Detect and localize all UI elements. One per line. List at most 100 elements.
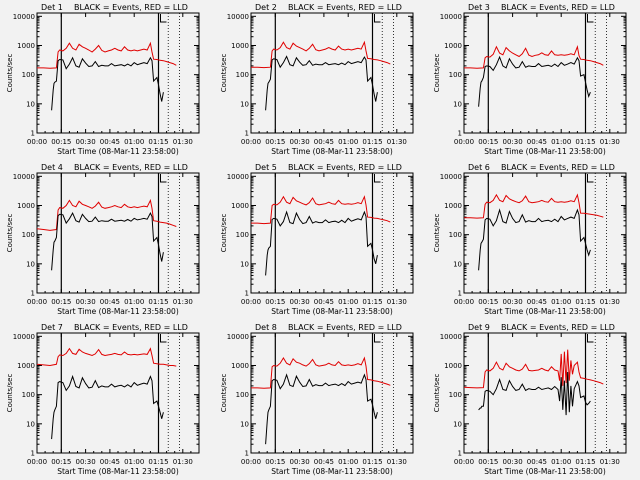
events-series-line <box>478 371 591 416</box>
panel-title: Det 6 <box>468 163 490 172</box>
y-tick-label: 1 <box>458 450 462 458</box>
y-tick-label: 1 <box>245 130 249 138</box>
y-tick-label: 1000 <box>444 202 462 210</box>
y-tick-label: 100 <box>449 71 462 79</box>
y-tick-label: 1000 <box>231 202 249 210</box>
panel-title: Det 8 <box>255 323 277 332</box>
y-tick-label: 10 <box>453 260 462 268</box>
x-tick-label: 00:00 <box>27 458 47 466</box>
y-tick-label: 10 <box>26 100 35 108</box>
events-series-line <box>51 211 164 271</box>
y-tick-label: 10000 <box>227 13 249 21</box>
lld-series-line <box>464 45 604 69</box>
lld-series-line <box>36 347 177 367</box>
lld-series-line <box>36 198 177 231</box>
x-tick-label: 00:45 <box>527 138 547 146</box>
x-tick-label: 00:45 <box>100 138 120 146</box>
x-tick-label: 01:00 <box>124 458 144 466</box>
y-tick-label: 1 <box>458 290 462 298</box>
detector-panel: 00:00 00:15 00:30 00:45 01:00 01:15 01:30 1 10 10… <box>6 323 200 476</box>
y-tick-label: 10 <box>26 420 35 428</box>
y-axis-label: Counts/sec <box>433 214 441 253</box>
x-axis-label: Start Time (08-Mar-11 23:58:00) <box>484 307 606 316</box>
events-series-line <box>265 55 378 111</box>
lld-series-line <box>251 356 391 389</box>
y-axis-label: Counts/sec <box>433 54 441 93</box>
x-tick-label: 00:30 <box>76 138 96 146</box>
x-tick-label: 01:30 <box>600 298 620 306</box>
x-tick-label: 00:45 <box>314 458 334 466</box>
y-tick-label: 100 <box>449 391 462 399</box>
panel-title-legend: BLACK = Events, RED = LLD <box>288 323 402 332</box>
x-tick-label: 00:45 <box>100 298 120 306</box>
x-tick-label: 01:30 <box>387 298 407 306</box>
x-tick-label: 00:30 <box>503 138 523 146</box>
marker-bracket <box>160 14 167 23</box>
x-tick-label: 01:15 <box>362 458 382 466</box>
y-tick-label: 10000 <box>13 13 35 21</box>
y-tick-label: 1000 <box>231 42 249 50</box>
y-tick-label: 10 <box>26 260 35 268</box>
panel-title: Det 7 <box>41 323 63 332</box>
x-tick-label: 00:15 <box>265 458 285 466</box>
marker-bracket <box>374 334 381 343</box>
x-tick-label: 01:30 <box>173 138 193 146</box>
panel-title: Det 9 <box>468 323 490 332</box>
events-series-line <box>51 374 164 440</box>
x-tick-label: 01:00 <box>551 138 571 146</box>
y-tick-label: 10000 <box>13 333 35 341</box>
y-tick-label: 100 <box>236 71 249 79</box>
x-tick-label: 01:15 <box>148 138 168 146</box>
events-series-line <box>478 208 591 271</box>
marker-bracket <box>587 334 594 343</box>
detector-panel: 00:00 00:15 00:30 00:45 01:00 01:15 01:30 1 10 10… <box>220 3 414 156</box>
x-tick-label: 01:00 <box>338 298 358 306</box>
y-axis-label: Counts/sec <box>220 54 228 93</box>
y-tick-label: 1000 <box>231 362 249 370</box>
panel-title-legend: BLACK = Events, RED = LLD <box>501 163 615 172</box>
panel-title-legend: BLACK = Events, RED = LLD <box>74 3 188 12</box>
x-tick-label: 00:15 <box>51 458 71 466</box>
x-tick-label: 00:15 <box>478 458 498 466</box>
x-tick-label: 00:00 <box>454 458 474 466</box>
y-tick-label: 10000 <box>440 333 462 341</box>
x-tick-label: 00:00 <box>454 298 474 306</box>
x-axis-label: Start Time (08-Mar-11 23:58:00) <box>57 147 179 156</box>
y-tick-label: 10 <box>453 420 462 428</box>
y-tick-label: 1000 <box>444 362 462 370</box>
x-tick-label: 00:15 <box>478 138 498 146</box>
y-tick-label: 1 <box>245 450 249 458</box>
y-tick-label: 1 <box>31 290 35 298</box>
x-tick-label: 00:30 <box>290 298 310 306</box>
y-axis-label: Counts/sec <box>220 214 228 253</box>
lld-series-line <box>251 40 391 69</box>
x-tick-label: 00:00 <box>27 298 47 306</box>
y-tick-label: 100 <box>236 391 249 399</box>
y-tick-label: 100 <box>22 71 35 79</box>
y-tick-label: 10 <box>240 260 249 268</box>
panel-title-legend: BLACK = Events, RED = LLD <box>288 3 402 12</box>
lld-series-line <box>37 41 177 69</box>
x-tick-label: 01:30 <box>600 458 620 466</box>
y-tick-label: 1 <box>245 290 249 298</box>
x-tick-label: 00:15 <box>265 138 285 146</box>
detector-panel: 00:00 00:15 00:30 00:45 01:00 01:15 01:30 1 10 10… <box>6 3 200 156</box>
x-tick-label: 01:15 <box>575 458 595 466</box>
panel-title-legend: BLACK = Events, RED = LLD <box>74 163 188 172</box>
panel-title: Det 4 <box>41 163 63 172</box>
x-tick-label: 01:15 <box>148 458 168 466</box>
x-tick-label: 01:00 <box>338 138 358 146</box>
y-tick-label: 10000 <box>227 173 249 181</box>
y-tick-label: 1000 <box>17 362 35 370</box>
y-tick-label: 1000 <box>17 42 35 50</box>
events-series-line <box>51 56 164 111</box>
x-tick-label: 00:30 <box>290 458 310 466</box>
x-tick-label: 01:15 <box>575 138 595 146</box>
x-tick-label: 00:00 <box>241 138 261 146</box>
marker-bracket <box>160 334 167 343</box>
x-axis-label: Start Time (08-Mar-11 23:58:00) <box>271 467 393 476</box>
x-tick-label: 01:30 <box>387 458 407 466</box>
x-tick-label: 00:15 <box>265 298 285 306</box>
x-axis-label: Start Time (08-Mar-11 23:58:00) <box>484 467 606 476</box>
